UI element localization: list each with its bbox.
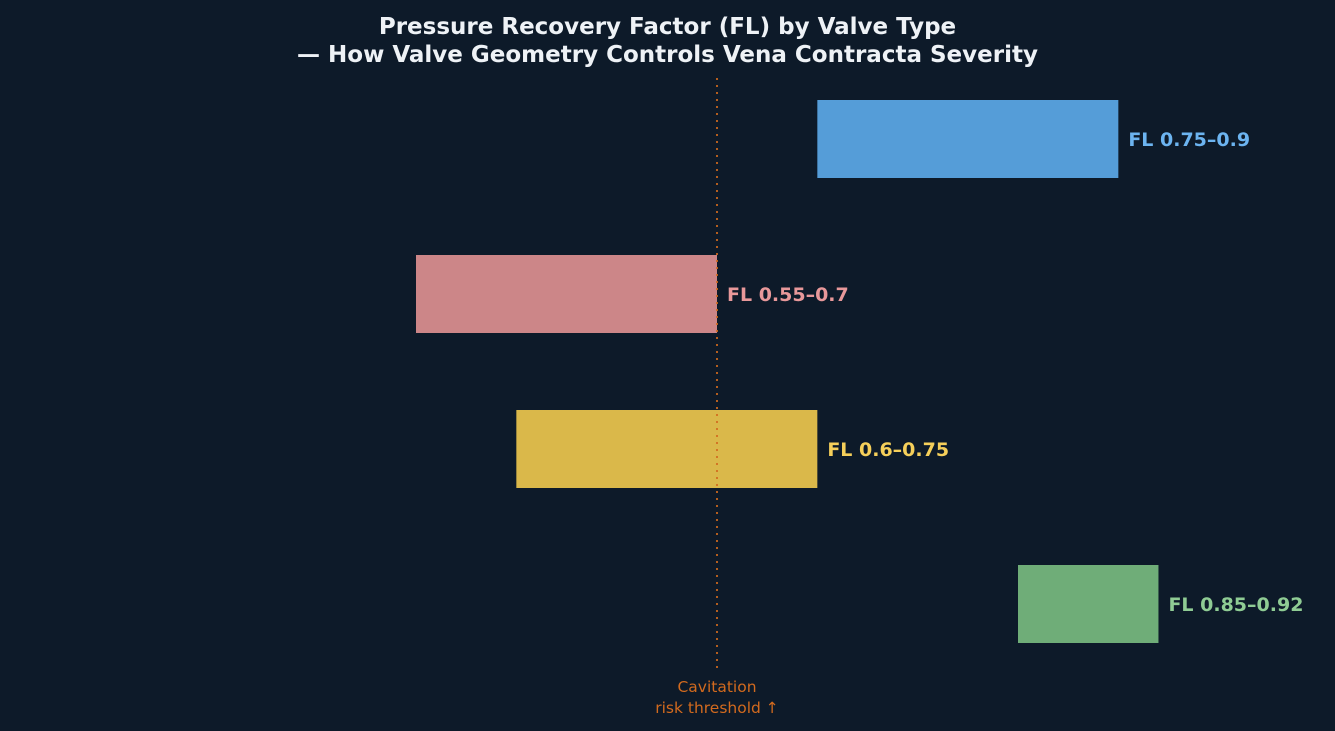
threshold-label-line1: Cavitation [677,678,756,696]
range-bar-2 [416,255,717,333]
bar-label-3: FL 0.6–0.75 [827,439,949,461]
bar-group: FL 0.75–0.9 FL 0.55–0.7 FL 0.6–0.75 FL 0.85… [416,100,1303,643]
bar-label-1: FL 0.75–0.9 [1128,129,1250,151]
range-bar-1 [817,100,1119,178]
bar-label-4: FL 0.85–0.92 [1168,594,1303,616]
threshold-label-line2: risk threshold ↑ [655,699,779,717]
chart-title-line2: — How Valve Geometry Controls Vena Contr… [297,42,1038,68]
chart-title-line1: Pressure Recovery Factor (FL) by Valve T… [379,14,956,40]
range-bar-4 [1018,565,1159,643]
range-bar-3 [516,410,818,488]
bar-label-2: FL 0.55–0.7 [727,284,849,306]
